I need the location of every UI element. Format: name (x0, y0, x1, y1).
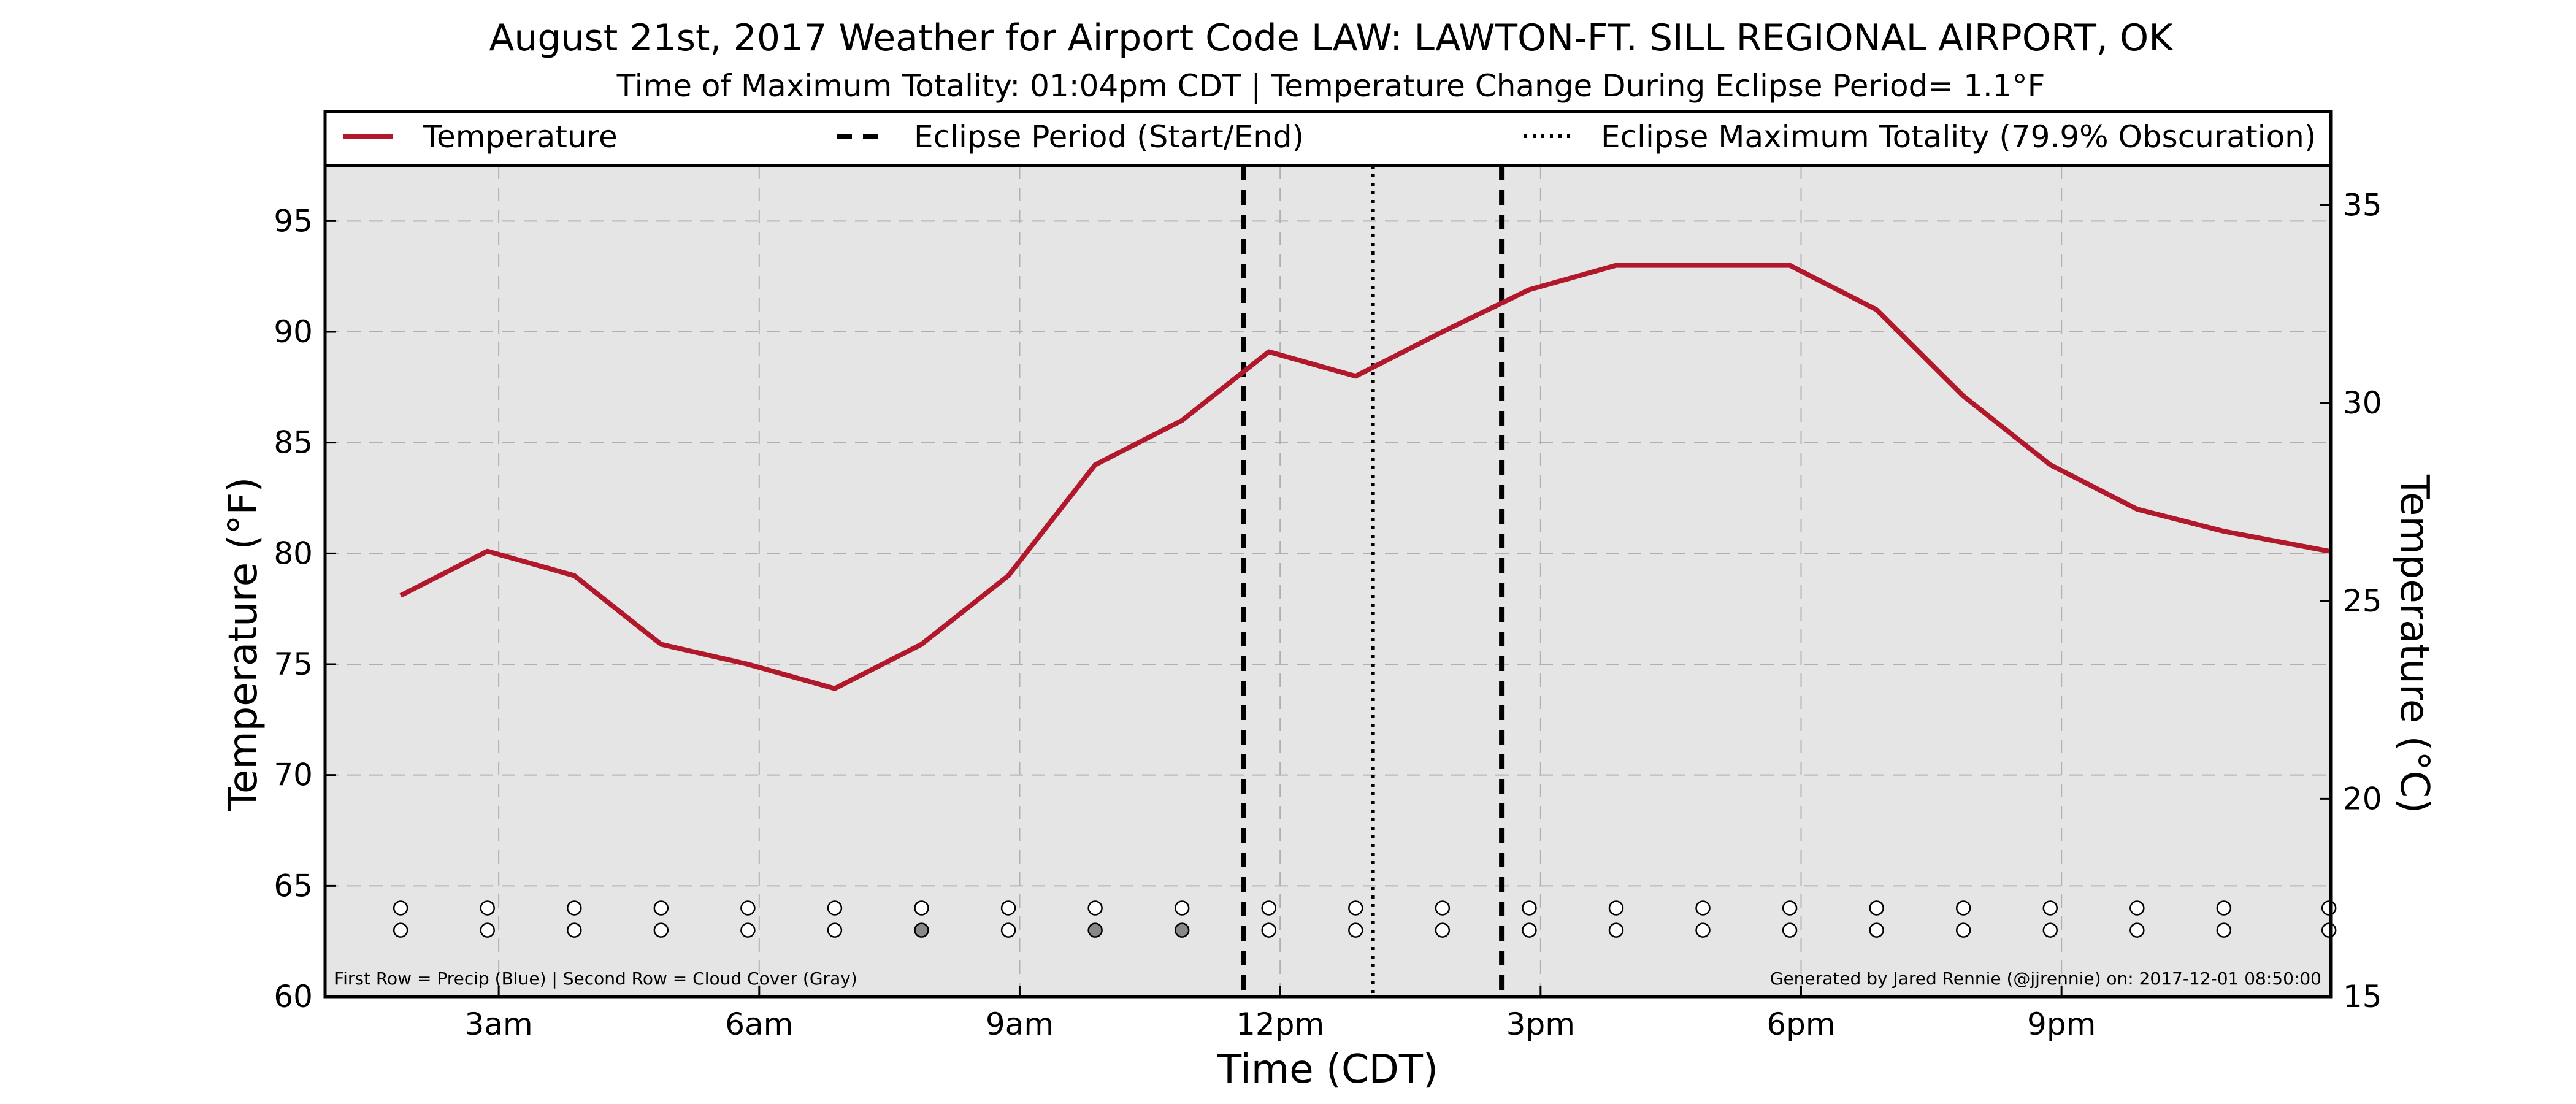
cloud-cover-indicator (1695, 922, 1711, 938)
cloud-cover-indicator (1174, 922, 1190, 938)
temperature-line (399, 263, 2329, 691)
precip-indicator (2321, 900, 2337, 916)
precip-indicator (653, 900, 669, 916)
precip-indicator (393, 900, 408, 916)
cloud-cover-indicator (480, 922, 495, 938)
cloud-cover-indicator (393, 922, 408, 938)
precip-indicator (1435, 900, 1451, 916)
cloud-cover-indicator (1782, 922, 1798, 938)
y-axis-label-left: Temperature (°F) (221, 477, 266, 812)
precip-indicator (1955, 900, 1971, 916)
cloud-cover-indicator (1955, 922, 1971, 938)
precip-indicator (1522, 900, 1537, 916)
x-tick-label: 3pm (1506, 1006, 1575, 1042)
legend-label-temperature: Temperature (423, 119, 618, 155)
footnote-right: Generated by Jared Rennie (@jjrennie) on… (1770, 968, 2321, 989)
y-tick-label-right: 20 (2343, 781, 2382, 816)
legend-label-max-totality: Eclipse Maximum Totality (79.9% Obscurat… (1601, 119, 2316, 155)
y-tick-label-left: 80 (274, 535, 313, 571)
precip-indicator (1608, 900, 1624, 916)
precip-indicator (827, 900, 843, 916)
event-markers (1241, 166, 1505, 997)
series-layer (399, 263, 2329, 691)
precip-indicator (480, 900, 495, 916)
precip-indicator (2042, 900, 2058, 916)
plot-area (325, 166, 2331, 997)
cloud-cover-indicator (1522, 922, 1537, 938)
indicator-rows (393, 900, 2337, 938)
cloud-cover-indicator (1261, 922, 1276, 938)
precip-indicator (1695, 900, 1711, 916)
y-axis-label-right: Temperature (°C) (2391, 474, 2437, 813)
x-tick-label: 12pm (1236, 1006, 1324, 1042)
precip-indicator (1348, 900, 1363, 916)
cloud-cover-indicator (1608, 922, 1624, 938)
y-tick-label-left: 85 (274, 425, 313, 461)
cloud-cover-indicator (2042, 922, 2058, 938)
y-tick-label-left: 70 (274, 757, 313, 793)
cloud-cover-indicator (914, 922, 929, 938)
y-tick-label-left: 90 (274, 314, 313, 350)
legend: Temperature Eclipse Period (Start/End) E… (343, 119, 2316, 155)
y-tick-label-left: 65 (274, 868, 313, 903)
cloud-cover-indicator (2216, 922, 2232, 938)
x-axis-label: Time (CDT) (1217, 1047, 1438, 1092)
y-tick-label-left: 60 (274, 979, 313, 1014)
cloud-cover-indicator (740, 922, 756, 938)
chart-subtitle: Time of Maximum Totality: 01:04pm CDT | … (616, 68, 2045, 104)
precip-indicator (1782, 900, 1798, 916)
footnote-left: First Row = Precip (Blue) | Second Row =… (334, 968, 857, 989)
left-y-axis: 60 65 70 75 80 85 90 95 (274, 203, 336, 1014)
y-tick-label-right: 25 (2343, 583, 2382, 619)
cloud-cover-indicator (1348, 922, 1363, 938)
precip-indicator (740, 900, 756, 916)
cloud-cover-indicator (653, 922, 669, 938)
precip-indicator (1261, 900, 1276, 916)
legend-label-eclipse-period: Eclipse Period (Start/End) (914, 119, 1304, 155)
cloud-cover-indicator (567, 922, 582, 938)
cloud-cover-indicator (2129, 922, 2145, 938)
precip-indicator (1869, 900, 1884, 916)
y-tick-label-right: 30 (2343, 385, 2382, 421)
y-tick-label-right: 15 (2343, 979, 2382, 1014)
x-tick-label: 6pm (1766, 1006, 1835, 1042)
y-tick-label-left: 95 (274, 203, 313, 239)
precip-indicator (2129, 900, 2145, 916)
cloud-cover-indicator (2321, 922, 2337, 938)
cloud-cover-indicator (1087, 922, 1103, 938)
precip-indicator (1174, 900, 1190, 916)
cloud-cover-indicator (1435, 922, 1451, 938)
precip-indicator (1087, 900, 1103, 916)
x-tick-label: 9pm (2027, 1006, 2096, 1042)
y-tick-label-right: 35 (2343, 188, 2382, 223)
precip-indicator (914, 900, 929, 916)
cloud-cover-indicator (827, 922, 843, 938)
right-y-axis: 15 20 25 30 35 (2320, 188, 2382, 1014)
precip-indicator (1000, 900, 1016, 916)
x-tick-label: 9am (986, 1006, 1054, 1042)
x-axis: 3am 6am 9am 12pm 3pm 6pm 9pm (465, 986, 2096, 1042)
precip-indicator (2216, 900, 2232, 916)
grid-lines (325, 166, 2331, 997)
x-tick-label: 3am (465, 1006, 533, 1042)
cloud-cover-indicator (1000, 922, 1016, 938)
cloud-cover-indicator (1869, 922, 1884, 938)
y-tick-label-left: 75 (274, 646, 313, 682)
chart-title: August 21st, 2017 Weather for Airport Co… (489, 17, 2174, 59)
precip-indicator (567, 900, 582, 916)
x-tick-label: 6am (725, 1006, 793, 1042)
